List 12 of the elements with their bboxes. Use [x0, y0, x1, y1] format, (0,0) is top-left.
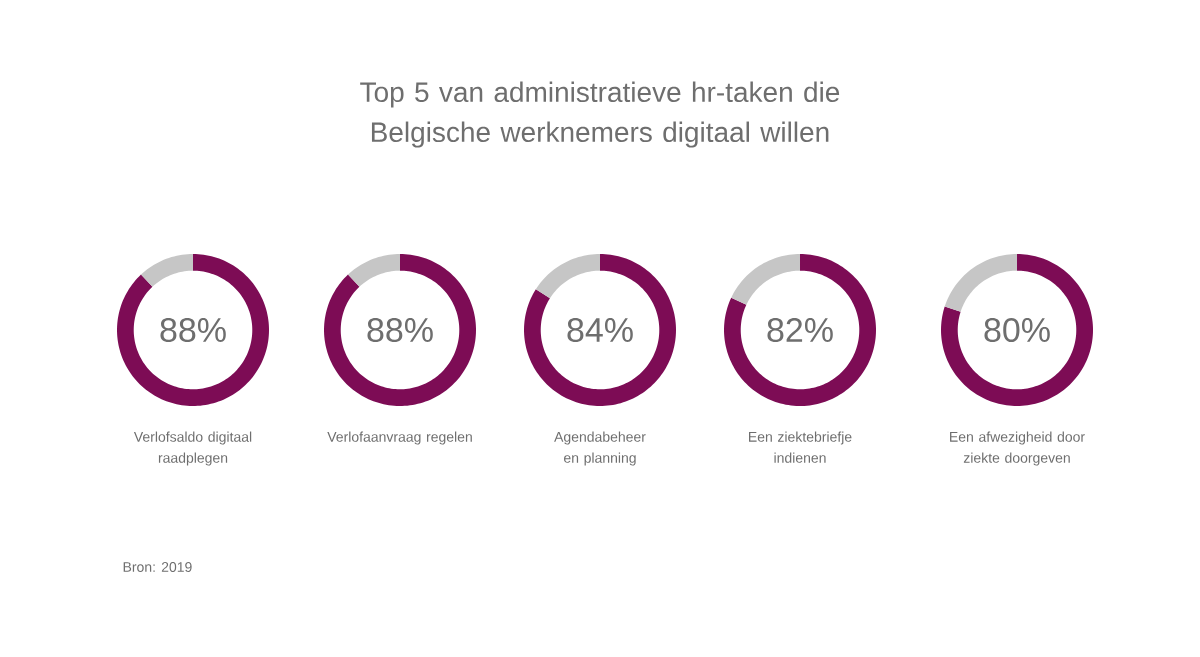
- slice-label: Verlofsaldo digitaal raadplegen: [133, 431, 252, 466]
- data-label: 80%: [984, 317, 1050, 343]
- data-label: 84%: [567, 317, 633, 343]
- data-label: 88%: [160, 317, 226, 343]
- slice-label: Agendabeheer en planning: [554, 431, 646, 466]
- text: Top 5 van administratieve hr-taken die Belgische werknemers digitaal willen: [360, 81, 840, 148]
- data-label: 88%: [367, 317, 433, 343]
- text: Bron: 2019: [123, 562, 192, 572]
- slice-label: Een ziektebriefje indienen: [749, 431, 852, 463]
- slice-label: Een afwezigheid door ziekte doorgeven: [950, 431, 1085, 466]
- data-label: 82%: [767, 317, 833, 343]
- slice-label: Verlofaanvraag regelen: [327, 431, 472, 445]
